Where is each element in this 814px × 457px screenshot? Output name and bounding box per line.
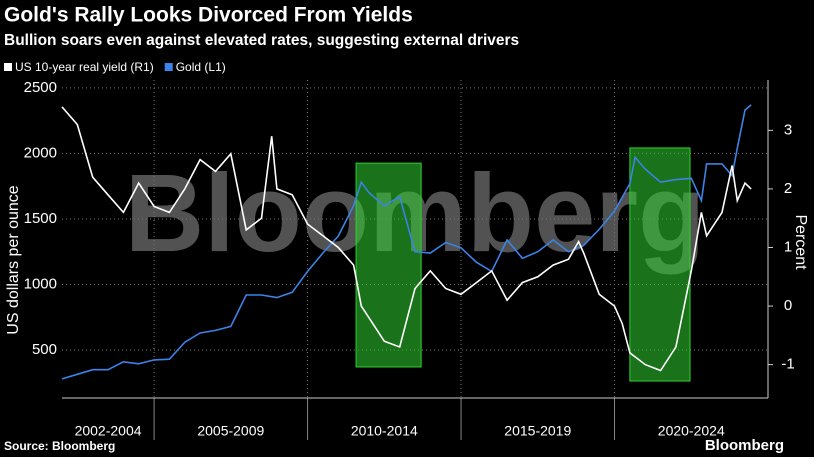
y2-tick-label: 1: [784, 238, 792, 255]
x-period-label: 2002-2004: [75, 423, 142, 439]
highlight-box: [355, 162, 422, 368]
series-line: [61, 106, 752, 372]
legend-swatch: [164, 63, 173, 71]
y2-tick-label: 2: [784, 180, 792, 197]
y2-tick-label: -1: [781, 356, 794, 373]
y-tick-label: 500: [32, 341, 57, 358]
logo: Bloomberg: [705, 437, 784, 454]
chart-subtitle: Bullion soars even against elevated rate…: [4, 32, 519, 49]
source: Source: Bloomberg: [4, 439, 115, 453]
y2-tick-label: 0: [784, 297, 792, 314]
y2-axis-label: Percent: [792, 214, 809, 270]
y-axis-label: US dollars per ounce: [5, 185, 22, 335]
legend-label: US 10-year real yield (R1): [15, 60, 154, 74]
highlight-box: [629, 147, 691, 382]
y-tick-label: 2500: [24, 79, 57, 96]
x-period-label: 2010-2014: [351, 423, 418, 439]
y-tick-label: 1000: [24, 275, 57, 292]
y-tick-label: 2000: [24, 144, 57, 161]
y2-tick-label: 3: [784, 121, 792, 138]
legend-label: Gold (L1): [176, 60, 226, 74]
chart-title: Gold's Rally Looks Divorced From Yields: [4, 4, 413, 27]
series-line: [61, 104, 752, 380]
x-period-label: 2015-2019: [504, 423, 571, 439]
y-tick-label: 1500: [24, 210, 57, 227]
legend-swatch: [4, 63, 12, 71]
x-period-label: 2005-2009: [197, 423, 264, 439]
x-period-label: 2020-2024: [658, 423, 725, 439]
